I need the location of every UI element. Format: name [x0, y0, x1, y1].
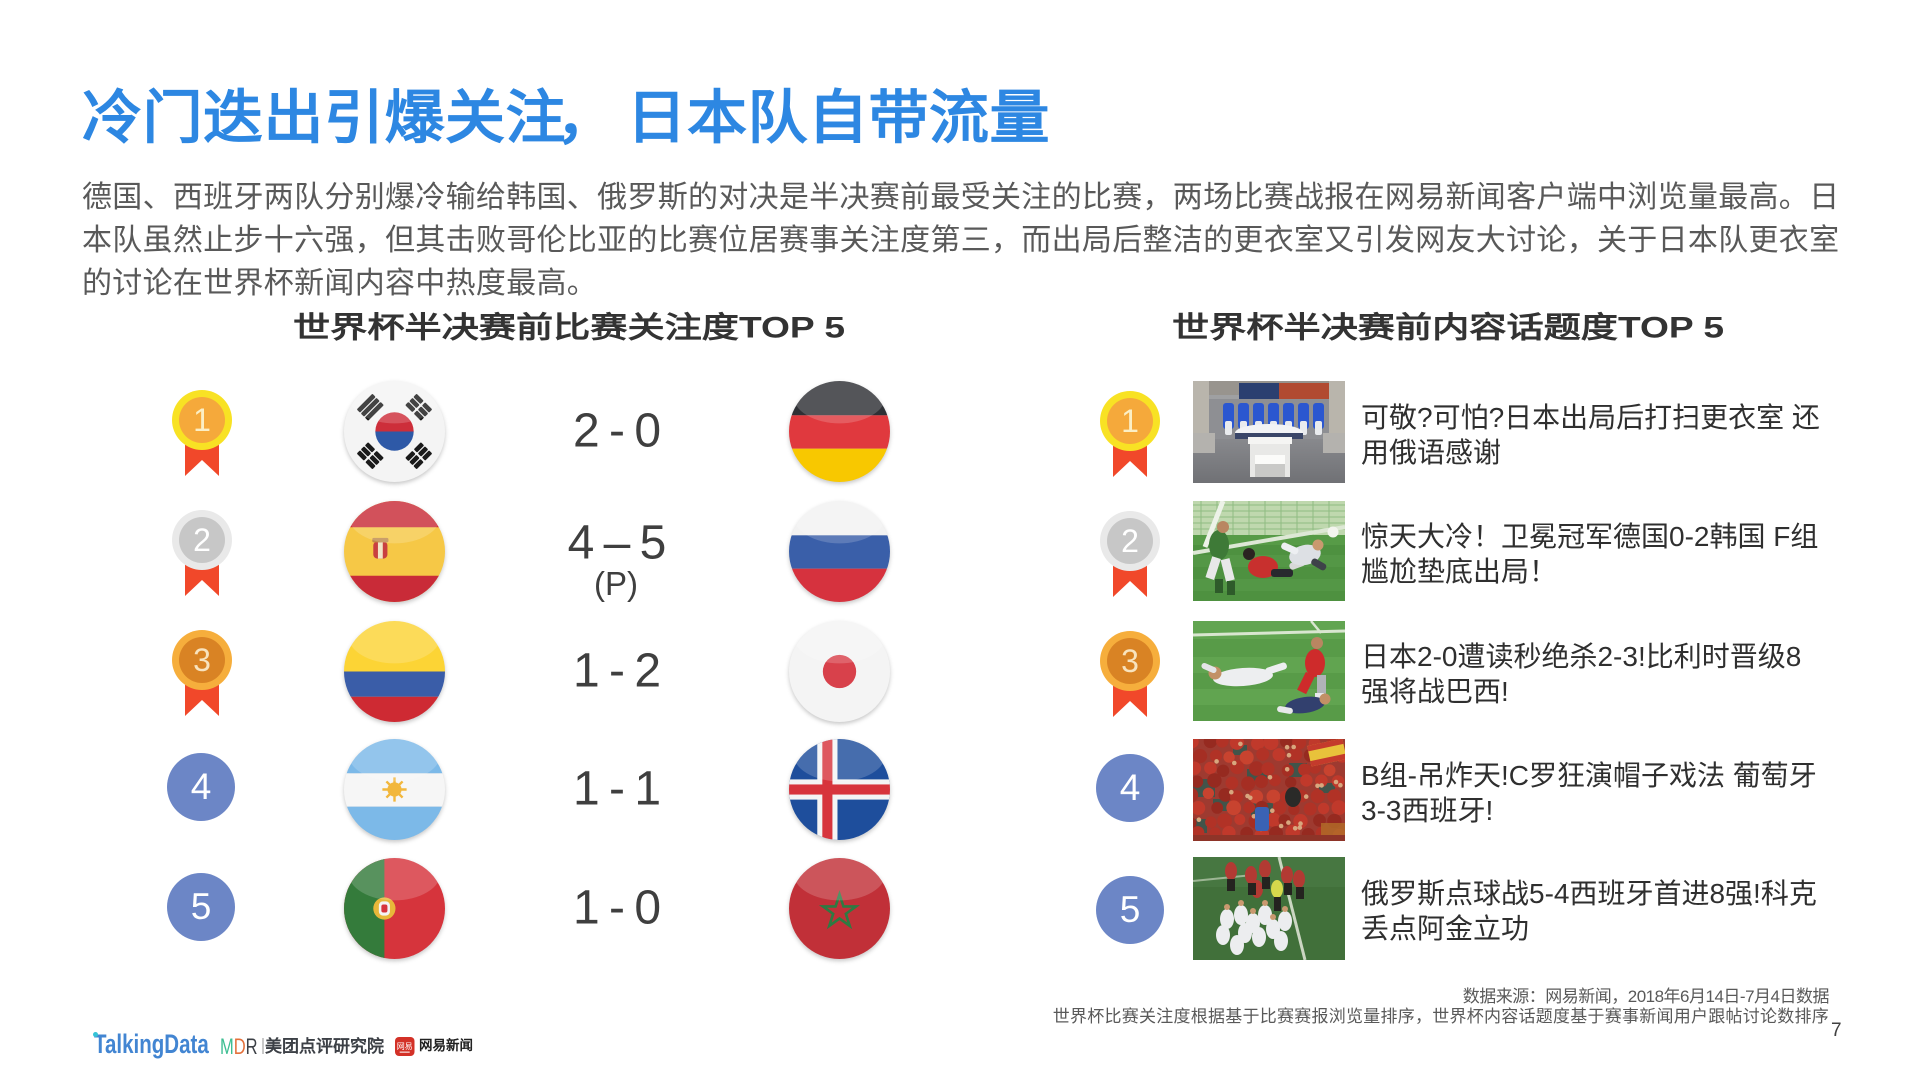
svg-text:网易: 网易: [397, 1042, 413, 1051]
